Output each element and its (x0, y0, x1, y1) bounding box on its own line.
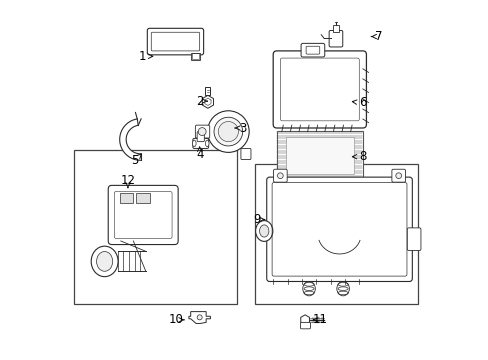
Bar (74, 149, 237, 304)
Text: 9: 9 (253, 213, 260, 226)
Polygon shape (202, 95, 213, 108)
Ellipse shape (205, 140, 208, 147)
Ellipse shape (336, 282, 349, 296)
Ellipse shape (96, 252, 112, 271)
Ellipse shape (91, 246, 118, 276)
Text: 3: 3 (239, 122, 246, 135)
Polygon shape (120, 119, 140, 160)
Text: 8: 8 (358, 150, 366, 163)
Ellipse shape (302, 282, 315, 296)
FancyBboxPatch shape (192, 138, 208, 148)
Bar (332, 26, 339, 32)
Circle shape (218, 122, 238, 141)
FancyBboxPatch shape (407, 228, 420, 251)
Circle shape (395, 173, 401, 179)
Polygon shape (300, 315, 309, 325)
Circle shape (197, 315, 202, 320)
FancyBboxPatch shape (197, 132, 204, 141)
Bar (276, 131, 362, 181)
Text: 7: 7 (374, 30, 382, 43)
FancyBboxPatch shape (301, 43, 324, 57)
Bar (190, 53, 199, 60)
Ellipse shape (255, 221, 272, 242)
FancyBboxPatch shape (147, 28, 203, 55)
FancyBboxPatch shape (300, 322, 310, 329)
FancyBboxPatch shape (266, 177, 411, 282)
Text: 1: 1 (138, 50, 146, 63)
FancyBboxPatch shape (241, 148, 250, 159)
FancyBboxPatch shape (273, 169, 286, 182)
Text: 2: 2 (196, 95, 203, 108)
Bar (205, 87, 210, 95)
Bar (136, 193, 149, 203)
Bar (120, 193, 133, 203)
FancyBboxPatch shape (328, 31, 342, 47)
Bar (255, 164, 418, 304)
Ellipse shape (192, 140, 196, 147)
Polygon shape (188, 312, 210, 323)
Circle shape (198, 128, 206, 135)
Bar (285, 137, 353, 174)
FancyBboxPatch shape (273, 51, 366, 128)
FancyBboxPatch shape (391, 169, 405, 182)
Circle shape (277, 173, 283, 179)
Text: 6: 6 (358, 96, 366, 109)
Text: 4: 4 (196, 148, 203, 161)
Circle shape (207, 111, 249, 152)
FancyBboxPatch shape (195, 125, 209, 138)
FancyBboxPatch shape (108, 185, 178, 244)
Text: 10: 10 (168, 313, 183, 327)
Bar (191, 53, 198, 59)
Ellipse shape (259, 225, 268, 237)
Circle shape (214, 117, 242, 146)
Text: 12: 12 (120, 174, 135, 186)
Text: 5: 5 (131, 154, 139, 167)
Text: 11: 11 (312, 313, 326, 327)
